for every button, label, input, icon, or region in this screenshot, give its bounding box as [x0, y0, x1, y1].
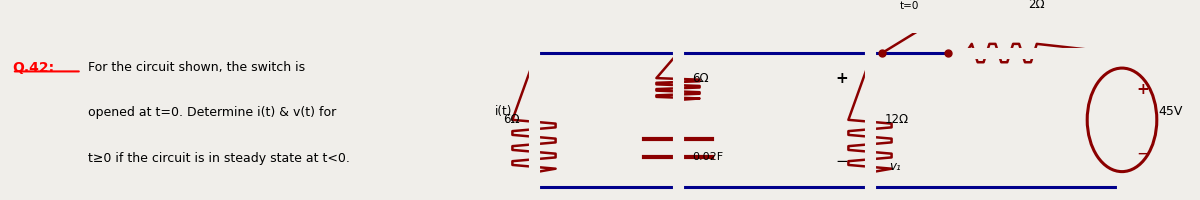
Text: t≥0 if the circuit is in steady state at t<0.: t≥0 if the circuit is in steady state at… [88, 152, 349, 165]
Text: Q.42:: Q.42: [12, 61, 54, 75]
Text: 6Ω: 6Ω [503, 113, 520, 126]
Text: t=0: t=0 [899, 1, 919, 11]
Text: 6Ω: 6Ω [692, 72, 709, 85]
Text: −: − [835, 154, 848, 169]
Text: 12Ω: 12Ω [884, 113, 908, 126]
Text: +: + [1136, 82, 1150, 97]
Text: i(t): i(t) [496, 105, 512, 118]
Text: +: + [835, 71, 848, 86]
Text: 0.02F: 0.02F [692, 152, 724, 162]
Text: −: − [1136, 144, 1151, 162]
Text: v₁: v₁ [889, 160, 901, 173]
Text: opened at t=0. Determine i(t) & v(t) for: opened at t=0. Determine i(t) & v(t) for [88, 106, 336, 119]
Text: For the circuit shown, the switch is: For the circuit shown, the switch is [88, 61, 305, 74]
Text: 45V: 45V [1158, 105, 1182, 118]
Text: 2Ω: 2Ω [1028, 0, 1045, 11]
